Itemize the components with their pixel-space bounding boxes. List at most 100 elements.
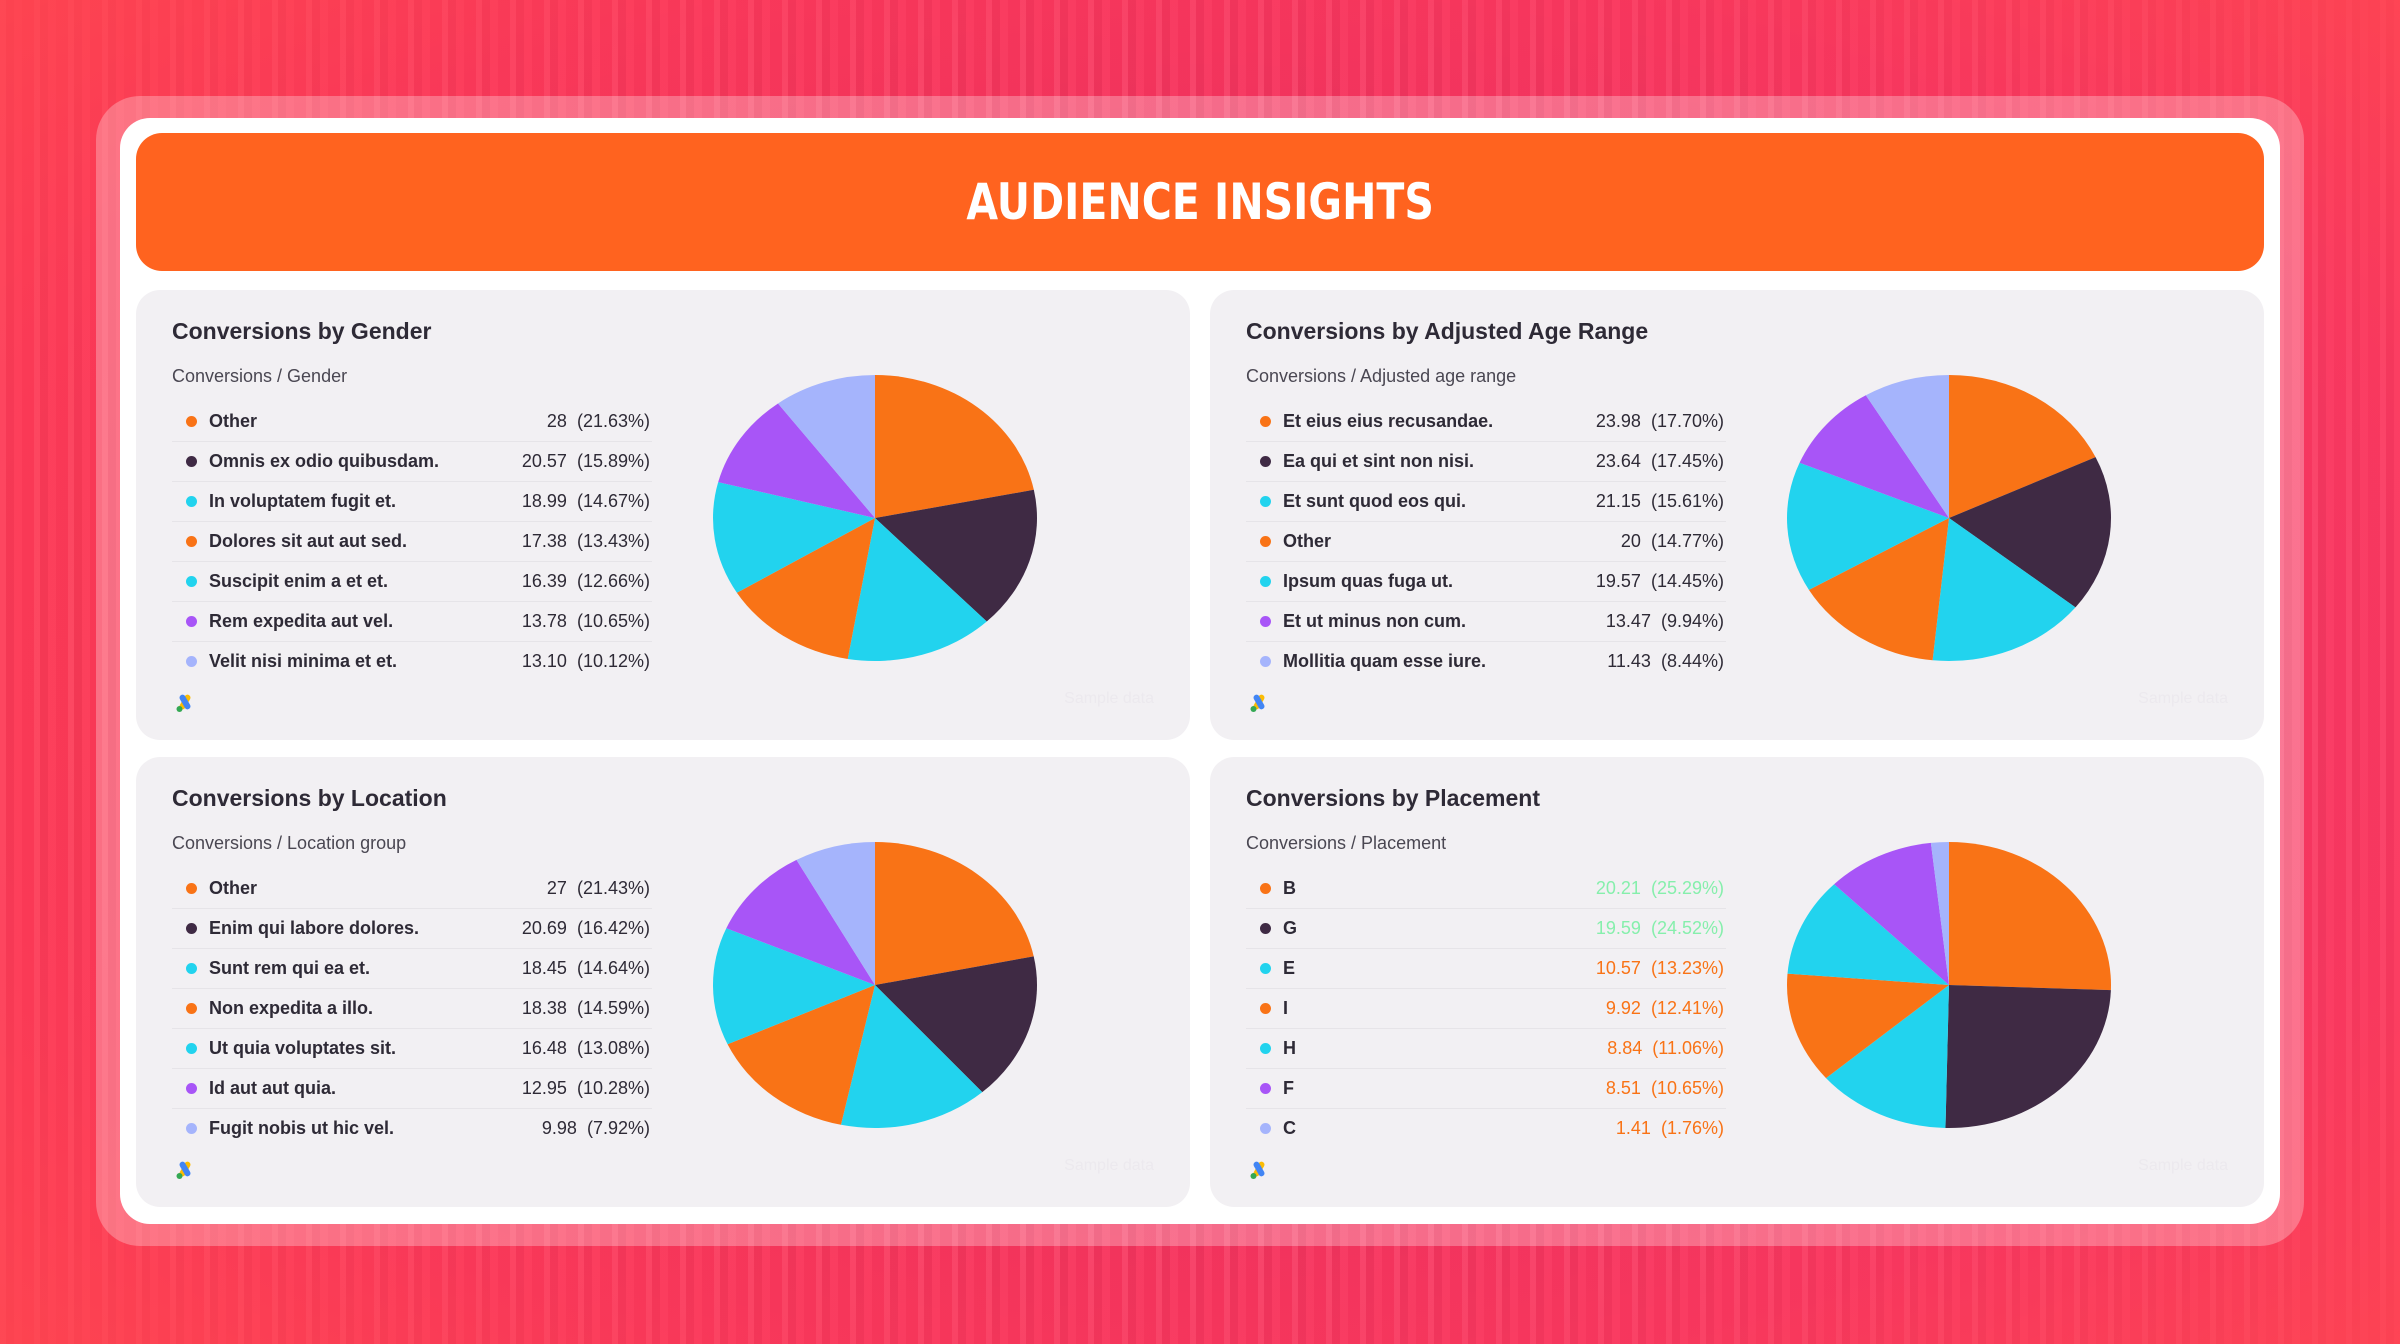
- pie-slice[interactable]: [1834, 842, 1949, 985]
- legend-row[interactable]: Other 28 (21.63%): [172, 402, 652, 442]
- legend-value: 23.98 (17.70%): [1596, 411, 1726, 432]
- google-ads-icon: [1250, 694, 1265, 712]
- legend-row[interactable]: B 20.21 (25.29%): [1246, 869, 1726, 909]
- legend-label: In voluptatem fugit et.: [209, 491, 396, 511]
- legend-value: 20.69 (16.42%): [522, 918, 652, 939]
- legend-row[interactable]: Sunt rem qui ea et. 18.45 (14.64%): [172, 949, 652, 989]
- google-ads-icon: [176, 1161, 191, 1179]
- pie-slice[interactable]: [1786, 462, 1949, 590]
- legend-row[interactable]: In voluptatem fugit et. 18.99 (14.67%): [172, 482, 652, 522]
- pie-slice[interactable]: [796, 842, 875, 985]
- legend-row[interactable]: Ipsum quas fuga ut. 19.57 (14.45%): [1246, 562, 1726, 602]
- legend-row[interactable]: Et ut minus non cum. 13.47 (9.94%): [1246, 602, 1726, 642]
- legend-row[interactable]: Et sunt quod eos qui. 21.15 (15.61%): [1246, 482, 1726, 522]
- legend-value: 28 (21.63%): [547, 411, 652, 432]
- card-title: Conversions by Location: [172, 785, 447, 811]
- pie-slice[interactable]: [875, 842, 1034, 985]
- legend-row[interactable]: Other 20 (14.77%): [1246, 522, 1726, 562]
- legend-dot: [1260, 1083, 1271, 1094]
- pie-slice[interactable]: [875, 956, 1038, 1093]
- legend-row[interactable]: Non expedita a illo. 18.38 (14.59%): [172, 989, 652, 1029]
- pie-slice[interactable]: [726, 859, 875, 985]
- legend-value-percent: (14.45%): [1650, 571, 1724, 591]
- legend-row[interactable]: Et eius eius recusandae. 23.98 (17.70%): [1246, 402, 1726, 442]
- legend-value: 11.43 (8.44%): [1607, 651, 1726, 672]
- legend-value-number: 28: [546, 411, 567, 431]
- legend-value-number: 18.38: [521, 998, 567, 1018]
- legend-row[interactable]: Omnis ex odio quibusdam. 20.57 (15.89%): [172, 442, 652, 482]
- pie-slice[interactable]: [1932, 518, 2076, 662]
- pie-slice[interactable]: [718, 403, 875, 518]
- legend-value-number: 20.21: [1595, 878, 1641, 898]
- legend-row[interactable]: Id aut aut quia. 12.95 (10.28%): [172, 1069, 652, 1109]
- legend-dot: [1260, 496, 1271, 507]
- pie-slice[interactable]: [1787, 884, 1949, 985]
- sample-data-watermark: Sample data: [1064, 1157, 1154, 1174]
- legend-label: Dolores sit aut aut sed.: [209, 531, 408, 551]
- legend-label: Other: [209, 411, 258, 431]
- legend-row[interactable]: F 8.51 (10.65%): [1246, 1069, 1726, 1109]
- legend-value: 17.38 (13.43%): [522, 531, 652, 552]
- legend-row[interactable]: Rem expedita aut vel. 13.78 (10.65%): [172, 602, 652, 642]
- pie-slice[interactable]: [713, 482, 875, 593]
- legend-row[interactable]: I 9.92 (12.41%): [1246, 989, 1726, 1029]
- pie-slice[interactable]: [1949, 842, 2112, 991]
- legend-value: 18.38 (14.59%): [522, 998, 652, 1019]
- legend-row[interactable]: Ea qui et sint non nisi. 23.64 (17.45%): [1246, 442, 1726, 482]
- pie-slice[interactable]: [727, 985, 875, 1125]
- legend-dot: [1260, 576, 1271, 587]
- pie-slice[interactable]: [875, 375, 1034, 518]
- legend-label: E: [1283, 958, 1296, 978]
- legend-row[interactable]: Suscipit enim a et et. 16.39 (12.66%): [172, 562, 652, 602]
- pie-slice[interactable]: [1945, 985, 2111, 1129]
- legend-value-percent: (10.12%): [576, 651, 650, 671]
- legend-dot: [1260, 616, 1271, 627]
- legend-table: Et eius eius recusandae. 23.98 (17.70%) Ea…: [1246, 402, 1726, 681]
- legend-value-percent: (8.44%): [1660, 651, 1724, 671]
- pie-slice[interactable]: [840, 985, 983, 1129]
- legend-row[interactable]: Velit nisi minima et et. 13.10 (10.12%): [172, 642, 652, 681]
- legend-value-percent: (11.06%): [1652, 1038, 1724, 1058]
- legend-row[interactable]: Ut quia voluptates sit. 16.48 (13.08%): [172, 1029, 652, 1069]
- legend-row[interactable]: Enim qui labore dolores. 20.69 (16.42%): [172, 909, 652, 949]
- pie-slice[interactable]: [1799, 395, 1949, 518]
- legend-value-percent: (13.43%): [576, 531, 650, 551]
- legend-row[interactable]: Mollitia quam esse iure. 11.43 (8.44%): [1246, 642, 1726, 681]
- legend-label: C: [1283, 1118, 1296, 1138]
- pie-slice[interactable]: [736, 518, 875, 659]
- pie-slice[interactable]: [1949, 457, 2111, 608]
- pie-slice[interactable]: [778, 375, 875, 518]
- legend-row[interactable]: Other 27 (21.43%): [172, 869, 652, 909]
- pie-chart: [1786, 842, 2112, 1129]
- legend-value-percent: (14.67%): [576, 491, 650, 511]
- legend-dot: [1260, 416, 1271, 427]
- legend-row[interactable]: Fugit nobis ut hic vel. 9.98 (7.92%): [172, 1109, 652, 1148]
- legend-value: 16.39 (12.66%): [522, 571, 652, 592]
- pie-slice[interactable]: [1786, 973, 1949, 1079]
- legend-value: 13.47 (9.94%): [1606, 611, 1726, 632]
- pie-slice[interactable]: [712, 928, 875, 1045]
- legend-label: H: [1283, 1038, 1296, 1058]
- legend-value-percent: (25.29%): [1650, 878, 1724, 898]
- legend-value-number: 19.59: [1595, 918, 1641, 938]
- legend-label: Et sunt quod eos qui.: [1283, 491, 1466, 511]
- legend-value-percent: (21.63%): [576, 411, 650, 431]
- legend-row[interactable]: G 19.59 (24.52%): [1246, 909, 1726, 949]
- legend-value-number: 13.47: [1605, 611, 1651, 631]
- legend-value-number: 21.15: [1595, 491, 1641, 511]
- pie-slice[interactable]: [1865, 375, 1949, 518]
- pie-slice[interactable]: [1930, 842, 1949, 985]
- legend-row[interactable]: C 1.41 (1.76%): [1246, 1109, 1726, 1148]
- legend-value: 8.84 (11.06%): [1607, 1038, 1726, 1059]
- pie-slice[interactable]: [1949, 375, 2096, 518]
- pie-slice[interactable]: [1826, 985, 1949, 1128]
- legend-value-percent: (16.42%): [576, 918, 650, 938]
- legend-row[interactable]: E 10.57 (13.23%): [1246, 949, 1726, 989]
- pie-slice[interactable]: [1808, 518, 1949, 661]
- pie-slice[interactable]: [875, 489, 1038, 622]
- legend-row[interactable]: H 8.84 (11.06%): [1246, 1029, 1726, 1069]
- legend-value: 20.21 (25.29%): [1596, 878, 1726, 899]
- legend-row[interactable]: Dolores sit aut aut sed. 17.38 (13.43%): [172, 522, 652, 562]
- pie-slice[interactable]: [847, 518, 987, 662]
- legend-value-percent: (14.59%): [576, 998, 650, 1018]
